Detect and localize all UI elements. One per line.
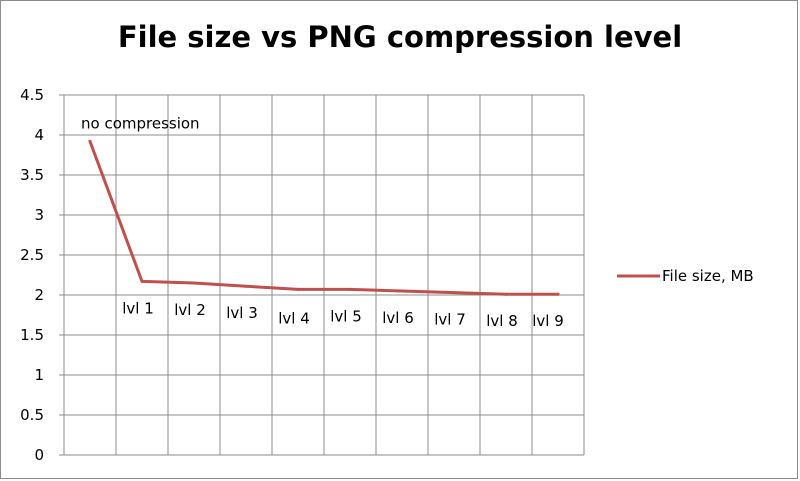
category-label: no compression bbox=[81, 114, 200, 132]
category-label: lvl 5 bbox=[330, 307, 362, 325]
y-tick-label: 4 bbox=[34, 126, 44, 144]
y-tick-label: 0 bbox=[34, 446, 44, 464]
category-label: lvl 6 bbox=[382, 309, 414, 327]
series-line bbox=[88, 139, 560, 296]
category-label: lvl 8 bbox=[486, 312, 518, 330]
category-label: lvl 9 bbox=[532, 312, 564, 330]
data-point bbox=[504, 292, 508, 296]
category-labels: no compression lvl 1 lvl 2 lvl 3 lvl 4 lvl 5 l… bbox=[81, 114, 564, 330]
y-tick-label: 0.5 bbox=[20, 406, 44, 424]
data-point bbox=[192, 281, 196, 285]
series-lines bbox=[88, 139, 560, 296]
y-tick-label: 1 bbox=[34, 366, 44, 384]
data-point bbox=[296, 287, 300, 291]
legend-label: File size, MB bbox=[662, 267, 754, 285]
data-point bbox=[88, 139, 92, 143]
y-axis-ticks: 0 0.5 1 1.5 2 2.5 3 3.5 4 4.5 bbox=[20, 86, 44, 464]
legend: File size, MB bbox=[617, 267, 754, 285]
data-point bbox=[556, 292, 560, 296]
category-label: lvl 3 bbox=[226, 304, 258, 322]
data-point bbox=[348, 287, 352, 291]
category-label: lvl 7 bbox=[434, 311, 466, 329]
category-label: lvl 4 bbox=[278, 309, 310, 327]
y-tick-label: 1.5 bbox=[20, 326, 44, 344]
y-tick-label: 4.5 bbox=[20, 86, 44, 104]
grid bbox=[59, 94, 585, 456]
category-label: lvl 2 bbox=[174, 301, 206, 319]
category-label: lvl 1 bbox=[122, 299, 154, 317]
chart-title: File size vs PNG compression level bbox=[117, 20, 683, 54]
data-point bbox=[400, 289, 404, 293]
y-tick-label: 2.5 bbox=[20, 246, 44, 264]
y-tick-label: 2 bbox=[34, 286, 44, 304]
data-point bbox=[244, 284, 248, 288]
y-tick-label: 3.5 bbox=[20, 166, 44, 184]
data-point bbox=[452, 291, 456, 295]
data-point bbox=[140, 279, 144, 283]
y-tick-label: 3 bbox=[34, 206, 44, 224]
